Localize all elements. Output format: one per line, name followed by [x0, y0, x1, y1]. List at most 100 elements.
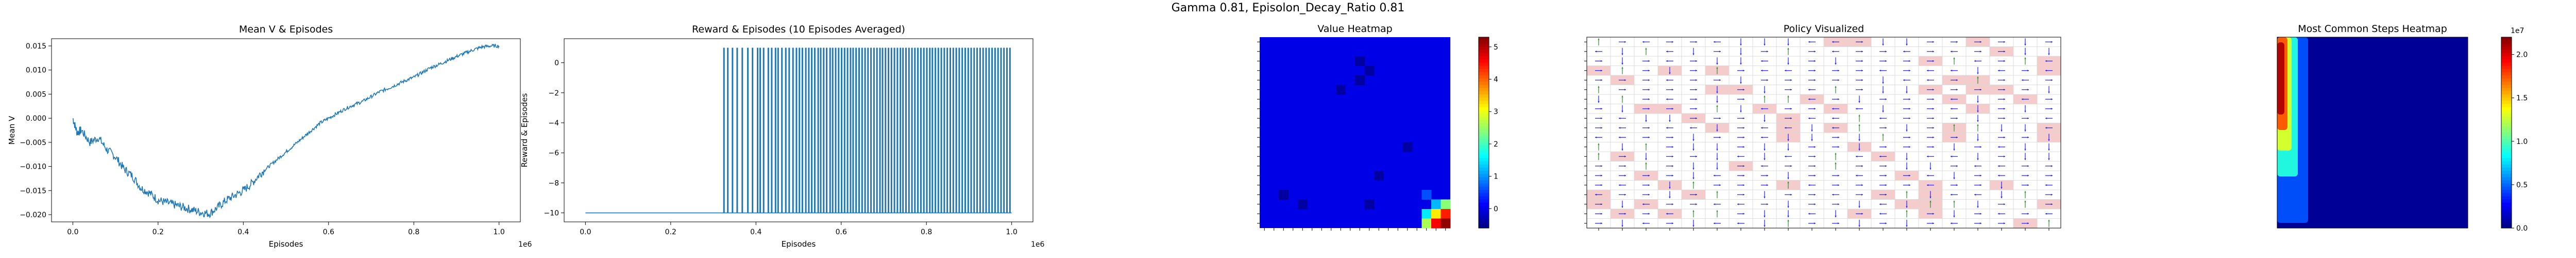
policy-arrow-left-head: [1690, 127, 1692, 129]
reward-bar: [988, 47, 990, 213]
policy-arrow-right-head: [1600, 60, 1602, 62]
policy-arrow-up-head: [1598, 143, 1600, 145]
policy-arrow-right-head: [1742, 89, 1744, 91]
reward-bar: [752, 47, 754, 213]
policy-arrow-right-head: [2027, 174, 2029, 176]
policy-arrow-right-head: [1956, 165, 1958, 167]
policy-arrow-right-head: [1624, 194, 1626, 196]
policy-arrow-down-head: [1621, 63, 1623, 65]
policy-arrow-down-head: [1621, 225, 1623, 227]
policy-arrow-right-head: [1908, 117, 1910, 119]
steps-colorbar-segment: [2501, 190, 2512, 194]
steps-heatmap-title: Most Common Steps Heatmap: [2298, 23, 2447, 35]
policy-arrow-down-head: [1906, 206, 1908, 208]
mean-v-plot: 0.0 0.2 0.4 0.6 0.8 1.0 −0.020 −0.015 −0.010 −0.0…: [7, 24, 532, 249]
steps-colorbar-segment: [2501, 199, 2512, 203]
policy-arrow-right-head: [1600, 174, 1602, 176]
policy-arrow-left-head: [1998, 70, 2000, 72]
value-colorbar-segment: [1479, 221, 1489, 225]
policy-arrow-left-head: [1666, 51, 1668, 53]
value-heatmap-background: [1260, 37, 1450, 228]
policy-arrow-right-head: [1814, 165, 1816, 167]
reward-bar: [774, 47, 776, 213]
value-heatmap-cell: [1431, 199, 1441, 209]
reward-xtick-label: 0.6: [836, 228, 847, 236]
reward-bar: [792, 47, 794, 213]
value-heatmap-cell: [1355, 56, 1365, 66]
reward-bar: [723, 47, 725, 213]
policy-arrow-right-head: [1814, 174, 1816, 176]
reward-bar: [985, 47, 987, 213]
reward-bar: [917, 47, 919, 213]
value-colorbar-segment: [1479, 212, 1489, 216]
reward-title: Reward & Episodes (10 Episodes Averaged): [692, 24, 905, 35]
steps-colorbar-segment: [2501, 186, 2512, 190]
policy-arrow-right-head: [1814, 155, 1816, 157]
steps-colorbar-segment: [2501, 167, 2512, 171]
policy-arrow-right-head: [1908, 174, 1910, 176]
policy-arrow-down-head: [1858, 149, 1860, 151]
reward-bar: [747, 47, 749, 213]
policy-arrow-down-head: [1621, 53, 1623, 55]
value-colorbar-segment: [1479, 126, 1489, 130]
policy-arrow-left-head: [1998, 174, 2000, 176]
reward-bar: [923, 47, 925, 213]
steps-colorbar-segment: [2501, 110, 2512, 114]
reward-bar: [741, 47, 743, 213]
policy-arrow-left-head: [1808, 117, 1810, 119]
policy-arrow-left-head: [1595, 51, 1597, 53]
value-heatmap-title: Value Heatmap: [1317, 23, 1393, 35]
reward-bar: [805, 47, 807, 213]
policy-arrow-up-head: [1929, 200, 1931, 202]
policy-arrow-left-head: [1666, 79, 1668, 81]
value-heatmap-cell: [1421, 218, 1432, 229]
policy-arrow-down-head: [1977, 120, 1979, 122]
meanv-ytick-label: −0.005: [20, 139, 46, 147]
steps-colorbar-segment: [2501, 69, 2512, 73]
meanv-xtick-label: 0.6: [323, 228, 334, 236]
policy-arrow-down-head: [1977, 110, 1979, 112]
policy-arrow-left-head: [1785, 70, 1787, 72]
value-colorbar-segment: [1479, 62, 1489, 66]
policy-arrow-down-head: [1764, 225, 1766, 227]
policy-arrow-right-head: [2003, 117, 2005, 119]
reward-xlabel: Episodes: [782, 239, 816, 249]
policy-arrow-down-head: [1787, 178, 1789, 180]
policy-arrow-right-head: [1932, 108, 1934, 110]
policy-arrow-up-head: [1645, 162, 1647, 164]
meanv-xlabel: Episodes: [269, 239, 303, 249]
value-colorbar-segment: [1479, 136, 1489, 139]
policy-arrow-right-head: [1885, 174, 1887, 176]
policy-arrow-right-head: [1648, 89, 1650, 91]
policy-arrow-right-head: [1648, 136, 1650, 138]
policy-arrow-down-head: [1811, 139, 1813, 141]
policy-arrow-right-head: [1671, 89, 1673, 91]
policy-arrow-right-head: [1790, 79, 1792, 81]
policy-arrow-right-head: [1861, 79, 1863, 81]
steps-colorbar-segment: [2501, 148, 2512, 152]
policy-arrow-up-head: [1906, 191, 1908, 193]
policy-arrow-right-head: [1600, 127, 1602, 129]
reward-bar: [911, 47, 913, 213]
value-colorbar-segment: [1479, 101, 1489, 104]
reward-bar: [896, 47, 899, 213]
policy-arrow-left-head: [2022, 79, 2024, 81]
policy-arrow-right-head: [1695, 108, 1697, 110]
policy-arrow-down-head: [1906, 44, 1908, 46]
steps-colorbar-segment: [2501, 145, 2512, 149]
value-colorbar-segment: [1479, 199, 1489, 203]
steps-colorbar-label: 0.5: [2516, 181, 2528, 189]
policy-arrow-right-head: [2050, 203, 2053, 205]
policy-arrow-down-head: [1882, 44, 1884, 46]
policy-arrow-right-head: [1932, 222, 1934, 224]
policy-arrow-right-head: [1648, 174, 1650, 176]
policy-arrow-left-head: [1951, 155, 1953, 157]
steps-heatmap-band: [2277, 42, 2284, 115]
policy-arrow-down-head: [1740, 63, 1742, 65]
value-heatmap-cell: [1355, 75, 1365, 85]
policy-arrow-down-head: [1669, 72, 1671, 74]
policy-arrow-right-head: [1766, 51, 1768, 53]
steps-colorbar-segment: [2501, 205, 2512, 209]
value-colorbar-segment: [1479, 158, 1489, 162]
